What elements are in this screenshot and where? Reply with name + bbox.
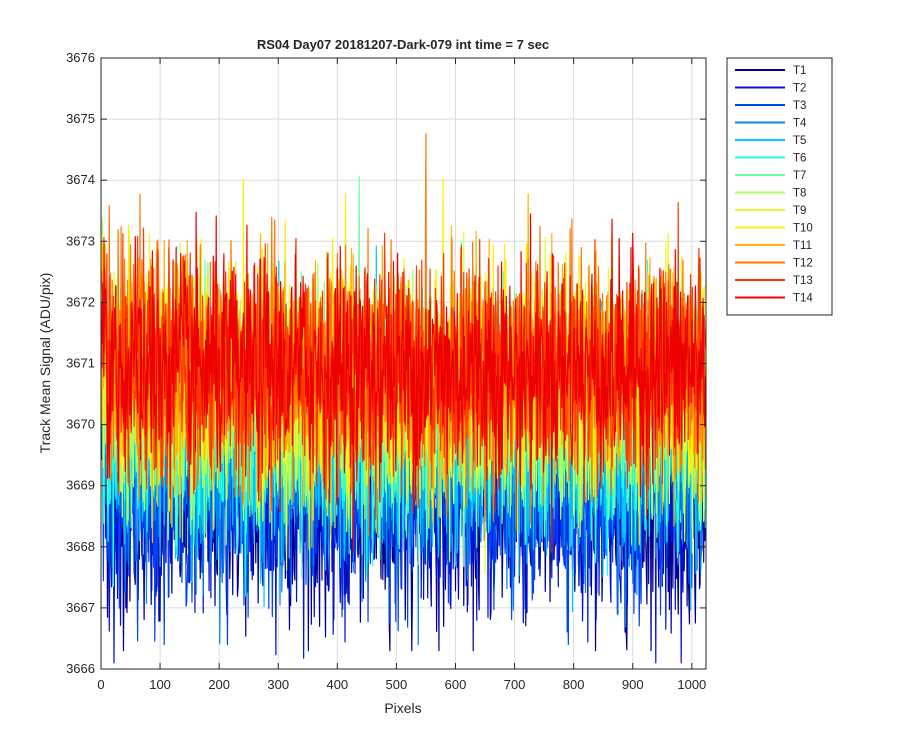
x-axis-label: Pixels <box>384 700 421 716</box>
legend-label: T13 <box>793 275 813 287</box>
x-tick-label: 200 <box>208 677 230 692</box>
y-tick-label: 3670 <box>66 417 95 432</box>
legend-label: T10 <box>793 223 813 235</box>
y-tick-label: 3668 <box>66 539 95 554</box>
x-tick-label: 0 <box>97 677 104 692</box>
y-tick-label: 3667 <box>66 600 95 615</box>
x-tick-label: 500 <box>386 677 408 692</box>
legend-label: T14 <box>793 293 813 305</box>
y-tick-label: 3666 <box>66 661 95 676</box>
x-tick-label: 600 <box>445 677 467 692</box>
x-tick-label: 1000 <box>677 677 706 692</box>
legend-label: T7 <box>793 170 806 182</box>
y-tick-label: 3669 <box>66 478 95 493</box>
y-tick-label: 3673 <box>66 233 95 248</box>
x-tick-label: 900 <box>622 677 644 692</box>
y-tick-label: 3671 <box>66 356 95 371</box>
chart-title: RS04 Day07 20181207-Dark-079 int time = … <box>257 37 549 52</box>
legend-label: T3 <box>793 100 806 112</box>
series-line-t14 <box>100 211 707 554</box>
legend-label: T9 <box>793 205 806 217</box>
y-tick-label: 3675 <box>66 111 95 126</box>
x-tick-label: 700 <box>504 677 526 692</box>
y-tick-label: 3674 <box>66 172 95 187</box>
y-axis-label: Track Mean Signal (ADU/pix) <box>37 273 53 454</box>
series-lines <box>100 133 707 664</box>
legend-label: T1 <box>793 65 806 77</box>
x-tick-label: 100 <box>149 677 171 692</box>
legend-label: T11 <box>793 240 812 252</box>
ticks: 0 100 200 300 400 500 600 700 800 900 1000 3666 3667… <box>66 50 706 692</box>
legend-label: T5 <box>793 135 806 147</box>
legend-label: T12 <box>793 258 813 270</box>
x-tick-label: 300 <box>267 677 289 692</box>
legend-label: T6 <box>793 153 806 165</box>
y-tick-label: 3676 <box>66 50 95 65</box>
legend-box <box>726 57 833 316</box>
x-tick-label: 400 <box>326 677 348 692</box>
y-tick-label: 3672 <box>66 294 95 309</box>
x-tick-label: 800 <box>563 677 585 692</box>
legend: T1 T2 T3 T4 T5 T6 T7 T8 T9 T10 T11 T12 T13 T14 <box>726 57 833 316</box>
legend-label: T4 <box>793 118 807 130</box>
legend-label: T2 <box>793 83 806 95</box>
legend-label: T8 <box>793 188 806 200</box>
